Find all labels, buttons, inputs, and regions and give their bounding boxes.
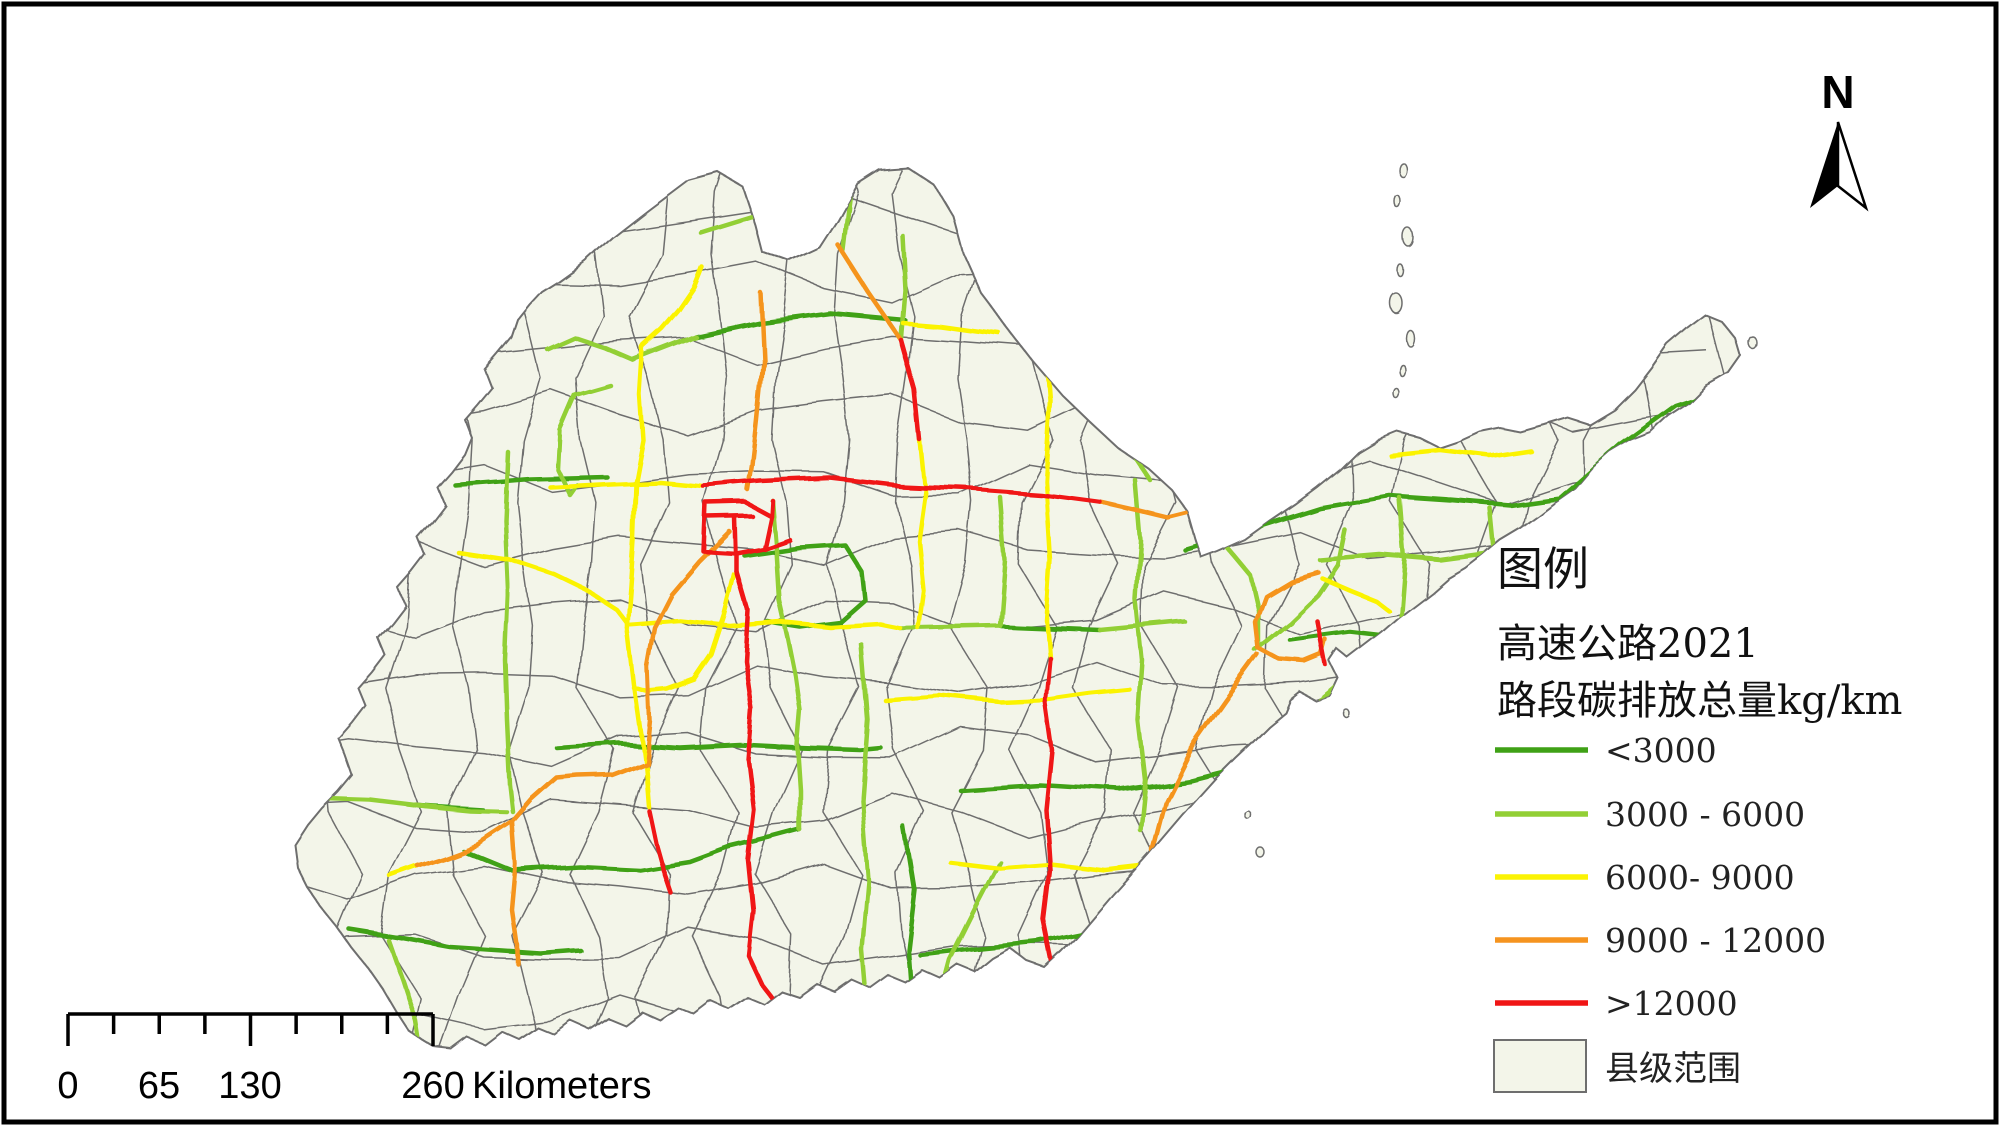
province-shape xyxy=(293,166,1742,1052)
road-segment-b3_6 xyxy=(307,795,510,815)
legend-label-6000-9000: 6000- 9000 xyxy=(1605,858,1795,897)
road-segment-gt12 xyxy=(1315,619,1329,668)
road-segment-lt3000 xyxy=(692,310,908,339)
road-segment-lt3000 xyxy=(459,827,803,874)
legend-label-9000-12000: 9000 - 12000 xyxy=(1605,921,1826,960)
road-segment-lt3000 xyxy=(1557,484,1738,505)
county-boundary-line xyxy=(295,521,1709,568)
road-segment-gt12 xyxy=(703,513,755,520)
road-segment-gt12 xyxy=(734,569,783,1011)
road-segment-b9_12 xyxy=(510,529,733,825)
road-segment-b6_9 xyxy=(1387,447,1533,459)
north-arrow-right-half xyxy=(1836,121,1869,212)
road-segment-b9_12 xyxy=(415,819,516,869)
legend-label-lt3000: <3000 xyxy=(1605,731,1717,770)
road-segment-b3_6 xyxy=(769,497,803,833)
road-segment-b9_12 xyxy=(835,242,904,343)
road-segment-lt3000 xyxy=(902,825,918,1008)
road-segment-b3_6 xyxy=(897,623,1003,631)
road-segment-gt12 xyxy=(768,497,775,519)
road-segment-gt12 xyxy=(761,537,793,552)
road-segment-lt3000 xyxy=(554,741,884,753)
road-segment-b6_9 xyxy=(915,437,928,631)
road-segment-gt12 xyxy=(645,807,673,895)
legend-subtitle-2: 路段碳排放总量kg/km xyxy=(1497,678,1903,724)
road-segment-b6_9 xyxy=(387,863,421,879)
road-segment-b3_6 xyxy=(1252,527,1348,653)
legend-title: 图例 xyxy=(1497,542,1589,596)
road-segment-b9_12 xyxy=(1097,499,1195,521)
legend-label-county: 县级范围 xyxy=(1605,1049,1741,1089)
legend: 图例 高速公路2021 路段碳排放总量kg/km <3000 3000 - 60… xyxy=(1493,542,1903,1093)
road-segment-gt12 xyxy=(732,514,739,556)
north-arrow-left-half xyxy=(1810,122,1838,208)
scale-label-65: 65 xyxy=(138,1065,180,1107)
road-segment-b6_9 xyxy=(455,549,630,626)
road-segment-lt3000 xyxy=(957,767,1233,793)
road-segment-lt3000 xyxy=(997,623,1103,633)
north-arrow: N xyxy=(1810,66,1869,212)
road-segment-b3_6 xyxy=(385,937,423,1050)
road-segment-gt12 xyxy=(1041,654,1071,1003)
legend-label-3000-6000: 3000 - 6000 xyxy=(1605,795,1805,834)
road-segment-b6_9 xyxy=(900,320,1003,337)
road-segment-b3_6 xyxy=(1097,619,1188,633)
legend-subtitle-1: 高速公路2021 xyxy=(1497,621,1759,667)
road-segment-b3_6 xyxy=(555,382,613,498)
road-segment-gt12 xyxy=(700,475,1103,505)
scale-bar-ticks xyxy=(66,1012,435,1046)
road-segment-b3_6 xyxy=(502,449,516,815)
scale-label-260: 260 xyxy=(401,1065,464,1107)
road-segment-b6_9 xyxy=(882,687,1133,705)
north-arrow-label: N xyxy=(1821,66,1854,118)
scale-bar: 0 65 130 260 Kilometers xyxy=(57,1012,652,1107)
road-segment-b3_6 xyxy=(1132,477,1148,833)
road-segment-b9_12 xyxy=(745,289,766,493)
road-segment-b6_9 xyxy=(624,345,651,809)
road-segment-b6_9 xyxy=(547,479,706,490)
scale-label-130: 130 xyxy=(218,1065,281,1107)
road-segment-b3_6 xyxy=(997,494,1008,629)
road-segment-b6_9 xyxy=(640,265,706,351)
county-boundary-line xyxy=(295,256,1709,304)
road-segment-b6_9 xyxy=(1319,575,1391,613)
county-boundary-line xyxy=(814,168,863,1050)
scale-unit-label: Kilometers xyxy=(472,1065,652,1107)
road-segment-lt3000 xyxy=(452,474,610,488)
road-segment-b3_6 xyxy=(545,335,636,363)
offshore-islands xyxy=(1244,162,1757,858)
county-boundary-line xyxy=(628,168,680,1050)
road-segment-lt3000 xyxy=(347,927,583,956)
road-segment-b6_9 xyxy=(624,618,903,631)
legend-swatch-county xyxy=(1493,1039,1587,1093)
county-boundary-line xyxy=(295,187,1709,235)
road-segment-gt12 xyxy=(898,337,923,443)
legend-label-gt12000: >12000 xyxy=(1605,984,1738,1023)
scale-label-0: 0 xyxy=(57,1065,78,1107)
road-segment-b9_12 xyxy=(1252,569,1329,665)
county-boundary-line xyxy=(1448,168,1498,1050)
road-segment-b9_12 xyxy=(509,819,520,966)
